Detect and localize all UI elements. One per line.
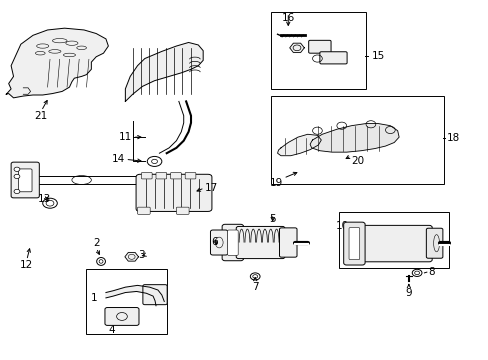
- FancyBboxPatch shape: [176, 207, 189, 214]
- FancyBboxPatch shape: [426, 228, 442, 258]
- Text: 12: 12: [20, 260, 33, 270]
- FancyBboxPatch shape: [343, 222, 365, 265]
- Text: 4: 4: [108, 325, 115, 335]
- Text: 8: 8: [427, 267, 434, 277]
- Text: 3: 3: [138, 250, 144, 260]
- Text: 19: 19: [269, 178, 283, 188]
- Text: 14: 14: [112, 154, 125, 164]
- Bar: [86, 269, 166, 334]
- FancyBboxPatch shape: [156, 172, 166, 179]
- FancyBboxPatch shape: [170, 172, 181, 179]
- Text: 1: 1: [90, 293, 97, 302]
- FancyBboxPatch shape: [222, 224, 243, 261]
- Polygon shape: [6, 28, 108, 98]
- FancyBboxPatch shape: [19, 169, 32, 192]
- Text: 11: 11: [118, 132, 131, 142]
- Polygon shape: [277, 134, 321, 156]
- Text: 5: 5: [269, 214, 275, 224]
- Circle shape: [14, 189, 20, 194]
- Polygon shape: [106, 285, 164, 306]
- Text: 2: 2: [93, 238, 100, 248]
- Text: 20: 20: [351, 156, 364, 166]
- FancyBboxPatch shape: [105, 307, 139, 325]
- Text: 17: 17: [204, 183, 218, 193]
- FancyBboxPatch shape: [348, 228, 359, 260]
- Bar: [339, 212, 448, 267]
- Text: 10: 10: [335, 221, 348, 231]
- FancyBboxPatch shape: [137, 207, 150, 214]
- FancyBboxPatch shape: [279, 228, 296, 257]
- Bar: [271, 12, 366, 89]
- FancyBboxPatch shape: [11, 162, 39, 198]
- Circle shape: [14, 174, 20, 179]
- Text: 6: 6: [211, 237, 217, 247]
- Text: 7: 7: [251, 282, 258, 292]
- Polygon shape: [125, 42, 203, 102]
- FancyBboxPatch shape: [185, 172, 196, 179]
- Polygon shape: [309, 123, 398, 152]
- Text: 15: 15: [371, 51, 385, 61]
- Circle shape: [14, 167, 20, 171]
- Text: 18: 18: [446, 133, 459, 143]
- FancyBboxPatch shape: [210, 230, 227, 255]
- Polygon shape: [289, 43, 304, 53]
- Text: 9: 9: [405, 288, 411, 298]
- Text: 16: 16: [281, 13, 294, 23]
- Text: 21: 21: [35, 111, 48, 121]
- FancyBboxPatch shape: [319, 52, 346, 64]
- FancyBboxPatch shape: [136, 174, 211, 211]
- Polygon shape: [124, 252, 138, 261]
- FancyBboxPatch shape: [308, 40, 330, 53]
- FancyBboxPatch shape: [227, 230, 238, 255]
- FancyBboxPatch shape: [358, 225, 431, 262]
- FancyBboxPatch shape: [236, 226, 285, 258]
- Bar: [271, 96, 443, 184]
- Text: 13: 13: [38, 194, 51, 204]
- FancyBboxPatch shape: [141, 172, 152, 179]
- FancyBboxPatch shape: [142, 285, 167, 305]
